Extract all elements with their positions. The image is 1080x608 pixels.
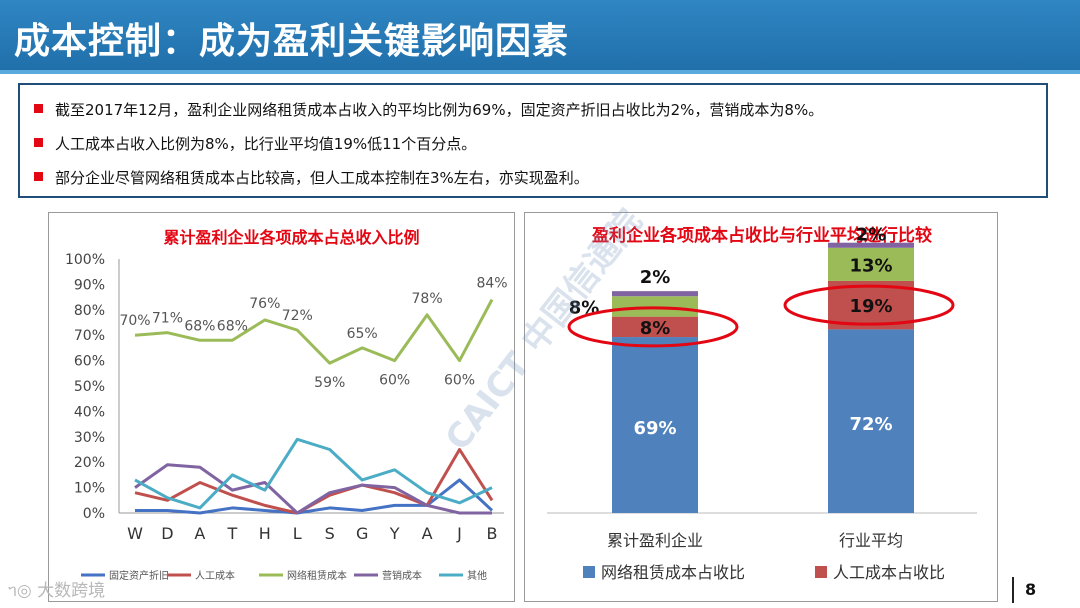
bar-value-label: 69% (633, 418, 676, 439)
bar-segment (828, 280, 914, 330)
y-tick-label: 80% (74, 303, 105, 319)
source-watermark: ᥐ◎ 大数跨境 (8, 576, 105, 601)
bar-segment (828, 247, 914, 281)
data-label: 76% (249, 296, 280, 312)
x-tick-label: 累计盈利企业 (607, 531, 703, 550)
x-tick-label: H (259, 524, 271, 543)
x-tick-label: B (487, 524, 498, 543)
bullet-item: 部分企业尽管网络租赁成本占比较高，但人工成本控制在3%左右，亦实现盈利。 (34, 167, 589, 188)
bullet-text: 部分企业尽管网络租赁成本占比较高，但人工成本控制在3%左右，亦实现盈利。 (55, 169, 589, 187)
x-tick-label: A (194, 524, 205, 543)
y-tick-label: 90% (74, 277, 105, 293)
bar-segment (612, 291, 698, 297)
chart-title: 盈利企业各项成本占收比与行业平均进行比较 (591, 225, 932, 246)
legend-label: 营销成本 (382, 569, 422, 582)
bullet-square-icon (34, 104, 43, 113)
page-number: 8 (1025, 580, 1037, 599)
data-label: 68% (217, 318, 248, 334)
y-tick-label: 50% (74, 379, 105, 395)
series-line (134, 463, 492, 515)
bar-value-label: 13% (849, 255, 892, 276)
y-tick-label: 10% (74, 481, 105, 497)
x-tick-label: W (127, 524, 143, 543)
legend-label: 人工成本 (195, 569, 235, 582)
data-label: 84% (476, 276, 507, 292)
data-label: 78% (412, 291, 443, 307)
bullet-text: 截至2017年12月，盈利企业网络租赁成本占收入的平均比例为69%，固定资产折旧… (55, 101, 824, 119)
data-label: 72% (282, 308, 313, 324)
x-tick-label: J (456, 524, 462, 543)
watermark-logo-icon: ᥐ◎ (8, 581, 38, 601)
x-tick-label: S (325, 524, 335, 543)
y-tick-label: 30% (74, 430, 105, 446)
bullet-text: 人工成本占收入比例为8%，比行业平均值19%低11个百分点。 (55, 135, 477, 153)
bullet-item: 截至2017年12月，盈利企业网络租赁成本占收入的平均比例为69%，固定资产折旧… (34, 99, 823, 120)
y-tick-label: 60% (74, 354, 105, 370)
legend-label: 其他 (467, 569, 487, 582)
key-findings-box: 截至2017年12月，盈利企业网络租赁成本占收入的平均比例为69%，固定资产折旧… (18, 83, 1048, 198)
x-tick-label: A (422, 524, 433, 543)
bar-chart-panel: 盈利企业各项成本占收比与行业平均进行比较 69% 8% 8% 2% 累计盈利企业 72% 19… (524, 212, 998, 602)
legend-label: 网络租赁成本 (287, 569, 347, 582)
bar-segment (612, 337, 698, 513)
data-label: 71% (152, 311, 183, 327)
x-tick-label: 行业平均 (839, 531, 903, 550)
x-tick-label: T (226, 524, 237, 543)
y-tick-label: 40% (74, 404, 105, 420)
title-bar: 成本控制：成为盈利关键影响因素 (0, 0, 1080, 74)
stacked-bar-chart: 盈利企业各项成本占收比与行业平均进行比较69%8%8%2%累计盈利企业72%19… (547, 225, 977, 582)
bullet-square-icon (34, 138, 43, 147)
legend-label: 人工成本占收比 (833, 563, 945, 582)
bar-value-label: 72% (849, 414, 892, 435)
legend-swatch (815, 566, 827, 578)
bar-value-label: 19% (849, 296, 892, 317)
series-line (135, 478, 494, 515)
bar-segment (828, 242, 914, 248)
legend-swatch (583, 566, 595, 578)
data-label: 65% (347, 326, 378, 342)
bar-segment (612, 316, 698, 338)
data-label: 68% (184, 318, 215, 334)
line-chart-panel: 累计盈利企业各项成本占总收入比例 0% 10% 20% 30% 40% 50% 60% 70% 8… (48, 212, 515, 602)
series-line (134, 298, 494, 365)
x-tick-label: Y (389, 524, 400, 543)
bullet-item: 人工成本占收入比例为8%，比行业平均值19%低11个百分点。 (34, 133, 476, 154)
y-tick-label: 70% (74, 328, 105, 344)
data-label: 60% (379, 373, 410, 389)
page-title: 成本控制：成为盈利关键影响因素 (14, 21, 570, 62)
series-line (134, 437, 493, 510)
x-tick-label: L (293, 524, 302, 543)
data-label: 59% (314, 375, 345, 391)
highlight-ellipse (783, 284, 955, 326)
bullet-square-icon (34, 172, 43, 181)
watermark-text: 大数跨境 (37, 581, 106, 601)
x-tick-label: G (356, 524, 368, 543)
y-tick-label: 0% (83, 506, 105, 522)
highlight-ellipse (567, 306, 739, 348)
bar-value-label: 2% (640, 267, 671, 288)
bar-segment (828, 329, 914, 513)
bar-value-label: 2% (856, 225, 887, 246)
y-tick-label: 20% (74, 455, 105, 471)
line-chart: 累计盈利企业各项成本占总收入比例 0% 10% 20% 30% 40% 50% 60% 70% 8… (65, 228, 508, 582)
x-tick-label: D (161, 524, 173, 543)
y-tick-label: 100% (65, 252, 105, 268)
data-label: 60% (444, 373, 475, 389)
title-rule (0, 70, 1080, 74)
legend-label: 固定资产折旧 (109, 569, 169, 582)
page-number-divider (1012, 577, 1014, 603)
data-label: 70% (119, 313, 150, 329)
legend-label: 网络租赁成本占收比 (601, 563, 745, 582)
chart-title: 累计盈利企业各项成本占总收入比例 (163, 228, 419, 247)
bar-value-label: 8% (640, 318, 671, 339)
